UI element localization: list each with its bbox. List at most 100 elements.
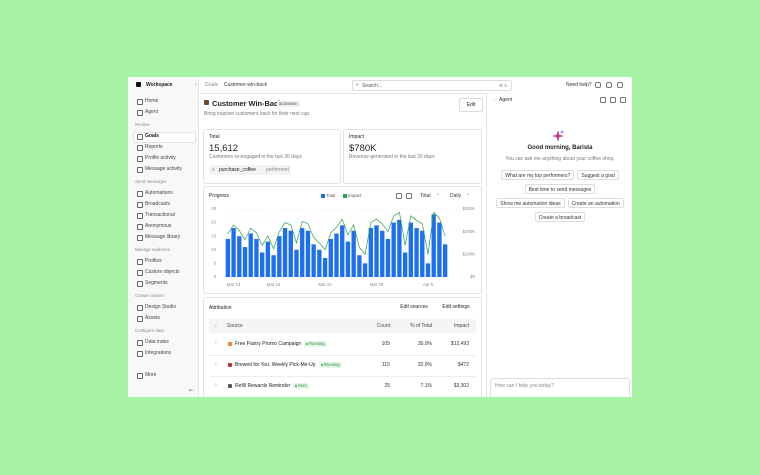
suggestion-row: Show me automation ideas Create an automa… [487,198,632,208]
action-button[interactable]: Edit settings [436,302,476,313]
suggestion-chip[interactable]: Create a broadcast [534,212,586,222]
nav-item[interactable]: Anonymous [145,223,172,229]
y-tick-label: 10 [211,247,216,252]
y-tick-label: 20 [211,220,216,225]
bar [322,257,328,277]
section-title: Create content [135,293,164,298]
column-header: Impact [453,323,469,329]
impact-line [227,211,446,256]
bar [300,228,305,277]
row-divider [209,355,476,356]
nav-icon [137,235,143,241]
icon[interactable] [610,97,616,103]
icon[interactable] [620,97,626,103]
icon[interactable] [617,82,623,88]
bar [288,230,293,277]
nav-icon [137,167,143,173]
card-caption: Customers re-engaged in the last 30 days [209,154,302,160]
nav-item[interactable]: Goals [145,133,159,139]
interval-select[interactable]: Daily [450,193,462,199]
cell: 25 [384,383,390,389]
greeting: Good morning, Barista [527,145,593,151]
y2-tick-label: $200K [463,229,476,234]
source-name: Free Pastry Promo Campaign [235,341,302,347]
y-tick-label: 25 [211,206,216,211]
event-suffix: performed [266,167,289,173]
status-badge: Sent [293,383,309,390]
nav-item[interactable]: More [145,372,157,378]
event-name: purchase_coffee [219,167,256,173]
nav-item[interactable]: Broadcasts [145,201,171,207]
column-header: % of Total [410,323,432,329]
bar [408,222,414,277]
bar [259,252,265,277]
bar [374,225,379,277]
bar [237,236,242,277]
nav-item[interactable]: Data index [145,339,169,345]
nav-item[interactable]: Integrations [145,350,172,356]
search-icon: ⌕ [356,82,359,88]
legend-label: Total [326,193,336,198]
suggestion-chip[interactable]: Best time to send messages [524,184,596,194]
nav-item[interactable]: Segments [145,280,168,286]
icon[interactable] [595,82,601,88]
bar [420,230,425,277]
bar [271,255,276,277]
metric-select[interactable]: Total [420,193,431,199]
expand[interactable]: › [215,340,217,346]
collapse: ⇤ [189,388,195,394]
icon[interactable] [600,97,606,103]
nav-item[interactable]: Reports [145,144,163,150]
bar [362,263,368,277]
cell: 32.9% [417,362,432,368]
icon[interactable] [396,193,402,199]
suggestion-chip[interactable]: Show me automation ideas [496,198,565,208]
chat-input[interactable]: How can I help you today?⌀@ [490,378,630,397]
nav-item[interactable]: Home [145,98,159,104]
nav-item[interactable]: Automations [145,190,173,196]
breadcrumb[interactable]: Goals [205,82,219,88]
card-label: Impact [349,134,365,140]
bar [368,228,373,277]
bar [265,241,271,277]
icon[interactable] [406,193,412,199]
bar [391,222,396,277]
nav-item[interactable]: Message activity [145,166,182,172]
bar [345,241,351,277]
source-icon [228,363,232,367]
expand[interactable]: › [215,361,217,367]
nav-item[interactable]: Design Studio [145,304,177,310]
nav-item[interactable]: Profiles [145,258,162,264]
nav-item[interactable]: Profile activity [145,155,176,161]
column-header: Source [227,323,243,329]
sparkle-shape [552,130,564,142]
suggestion-chip[interactable]: Create an automation [567,198,624,208]
expand: › [215,323,217,329]
section-title: Review [135,122,150,127]
edit-button[interactable]: Edit [459,98,483,112]
bar [242,247,248,277]
bar [317,249,322,277]
x-tick-label: Mar 30 [370,282,384,287]
action-button[interactable]: Edit sources [394,302,434,313]
help[interactable]: Need help? [566,82,592,88]
workspace[interactable]: Workspace [146,82,173,88]
nav-item[interactable]: Assets [145,315,161,321]
expand[interactable]: › [215,382,217,388]
x-tick-label: Mar 16 [267,282,281,287]
nav-item[interactable]: Message library [145,234,181,240]
cell: $12,493 [450,341,469,347]
icon[interactable] [606,82,612,88]
card-value: $780K [349,143,377,154]
suggestion-chip[interactable]: What are my top performers? [501,170,575,180]
metric-card: Total 15,612 Customers re-engaged in the l… [203,129,341,184]
suggestion-chip[interactable]: Suggest a goal [577,170,619,180]
nav-item[interactable]: Agent [145,109,159,115]
bar [380,230,385,277]
section-title: Send messages [135,179,167,184]
nav-icon [137,316,143,322]
search-box[interactable]: ⌕ Search... ⌘ K [352,80,512,91]
interval-chevron: ⌄ [466,191,471,197]
nav-item[interactable]: Transactional [145,212,175,218]
nav-item[interactable]: Custom objects [145,269,180,275]
